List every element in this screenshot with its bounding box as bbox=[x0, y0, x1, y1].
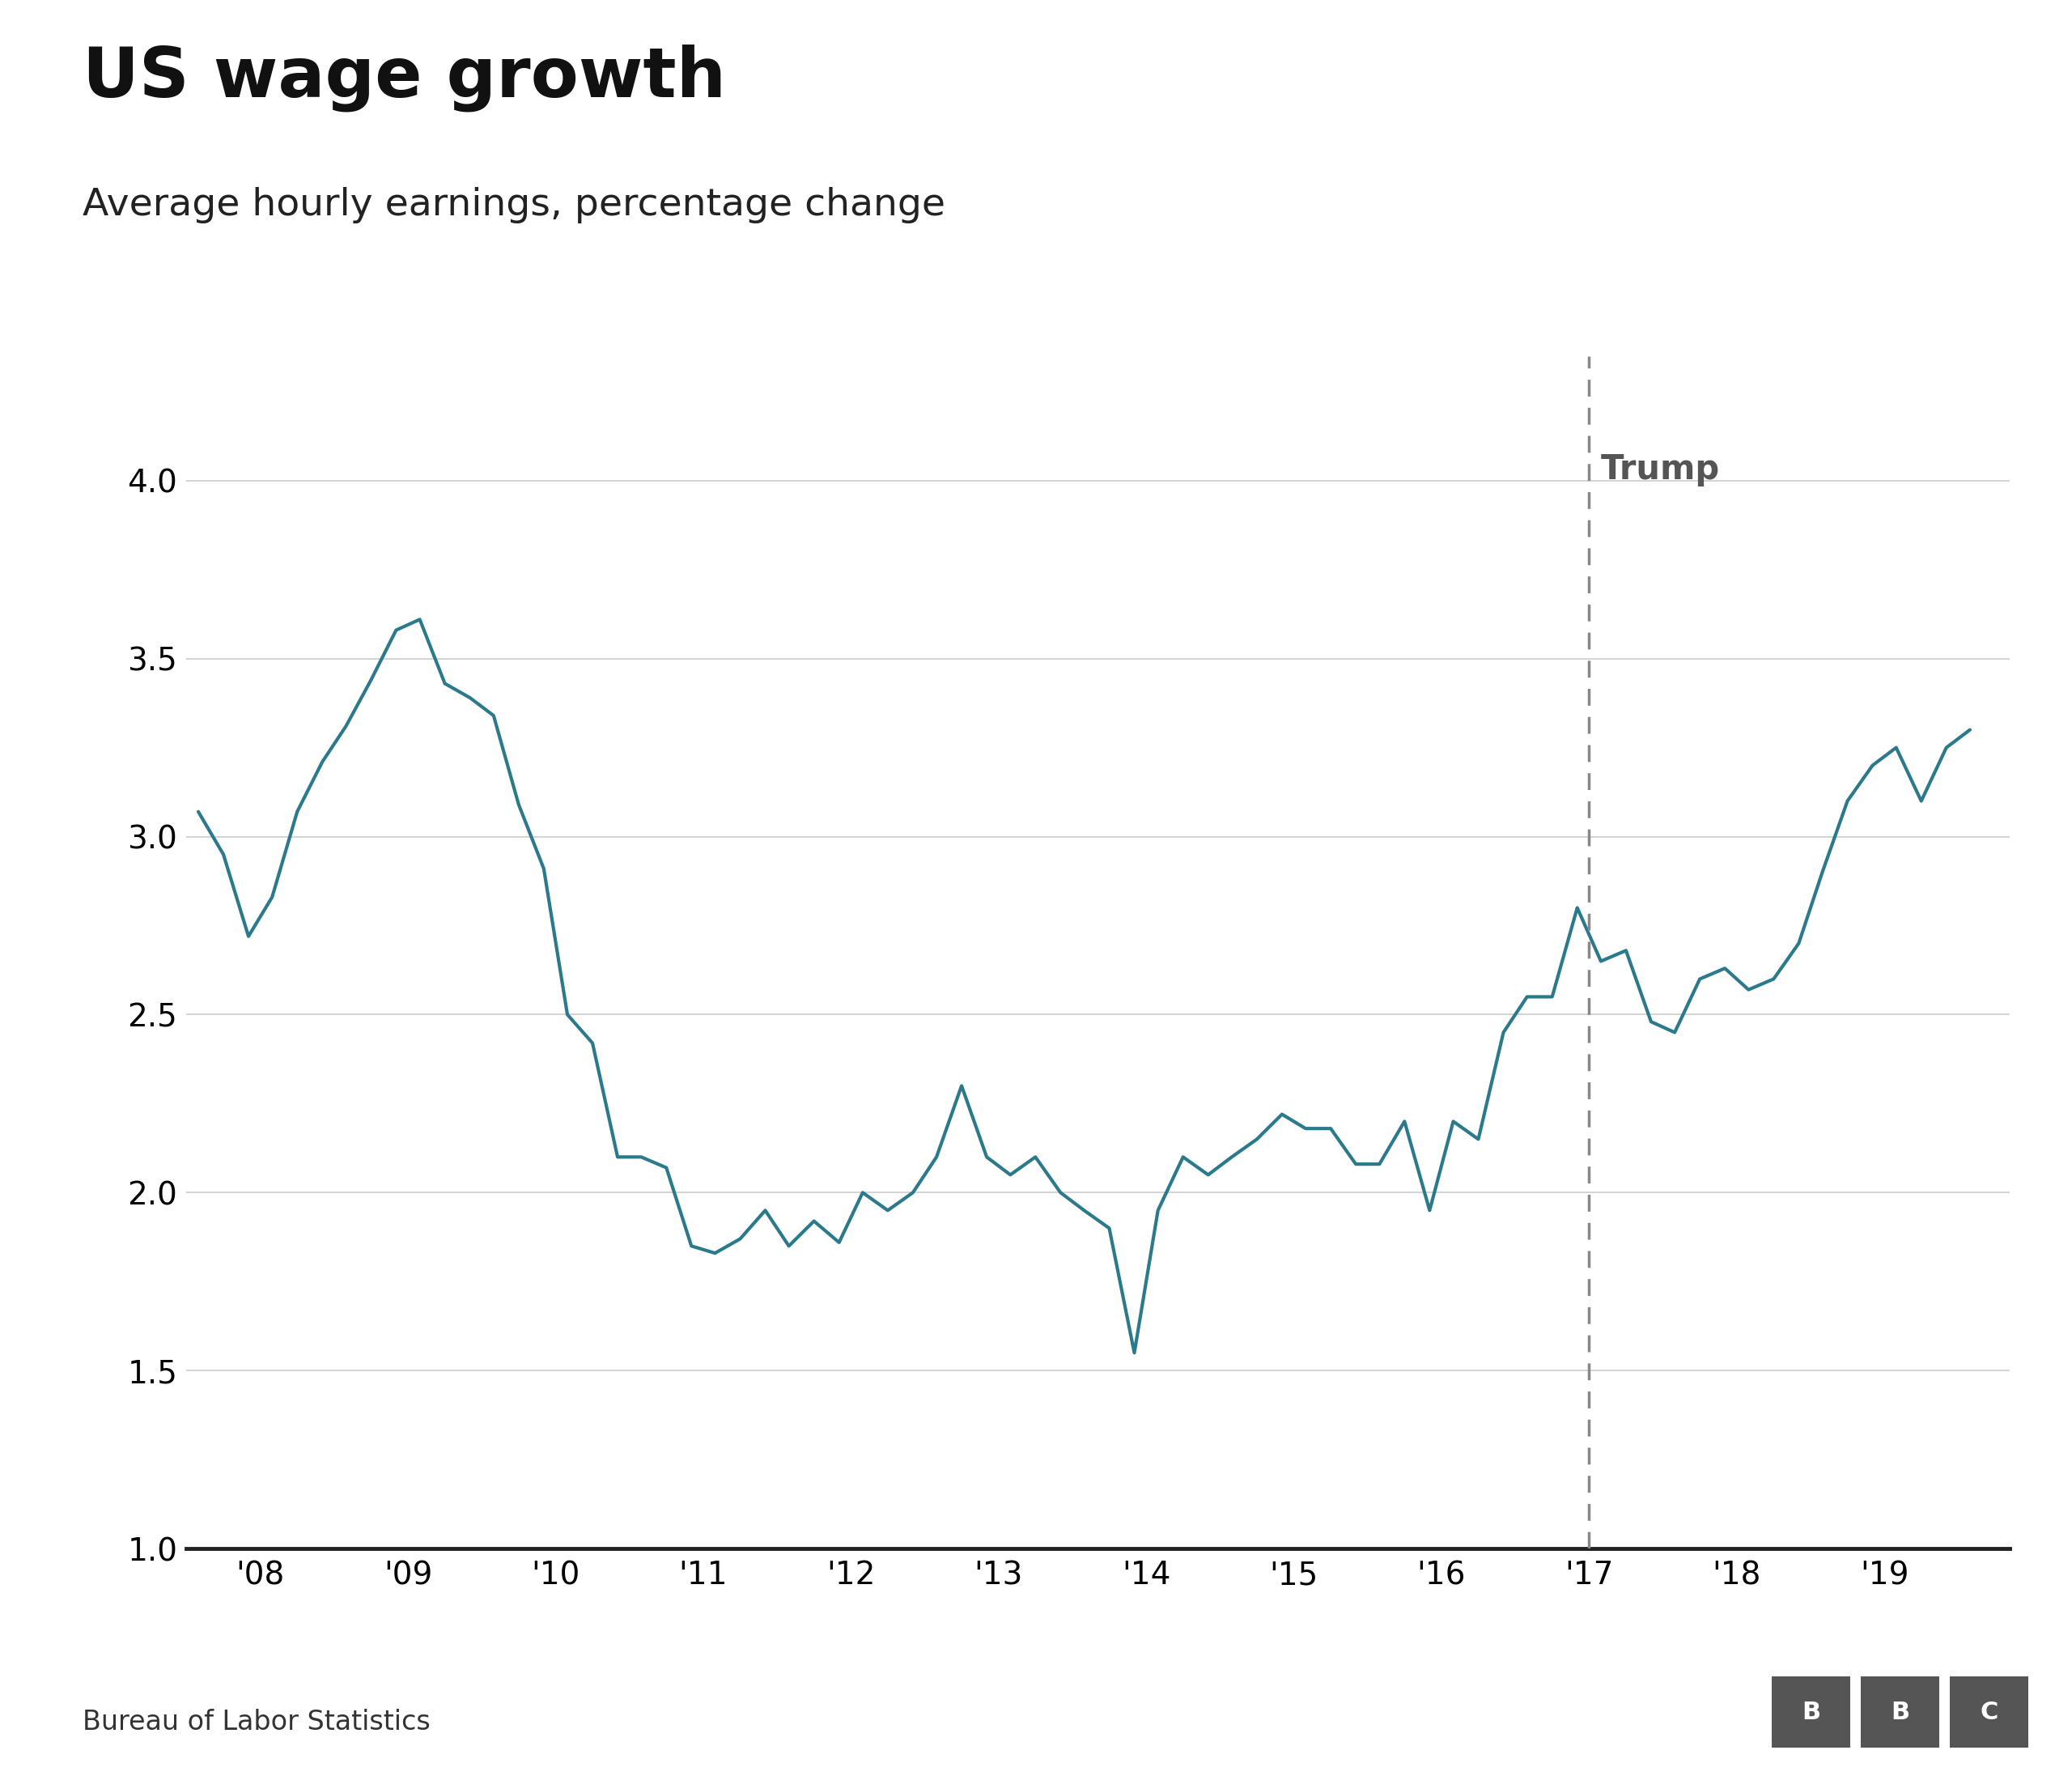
Text: B: B bbox=[1890, 1700, 1910, 1725]
Text: B: B bbox=[1801, 1700, 1821, 1725]
Text: US wage growth: US wage growth bbox=[83, 44, 727, 112]
Text: Average hourly earnings, percentage change: Average hourly earnings, percentage chan… bbox=[83, 187, 945, 222]
Text: Bureau of Labor Statistics: Bureau of Labor Statistics bbox=[83, 1709, 431, 1736]
Text: Trump: Trump bbox=[1602, 452, 1720, 486]
Text: C: C bbox=[1981, 1700, 1997, 1725]
